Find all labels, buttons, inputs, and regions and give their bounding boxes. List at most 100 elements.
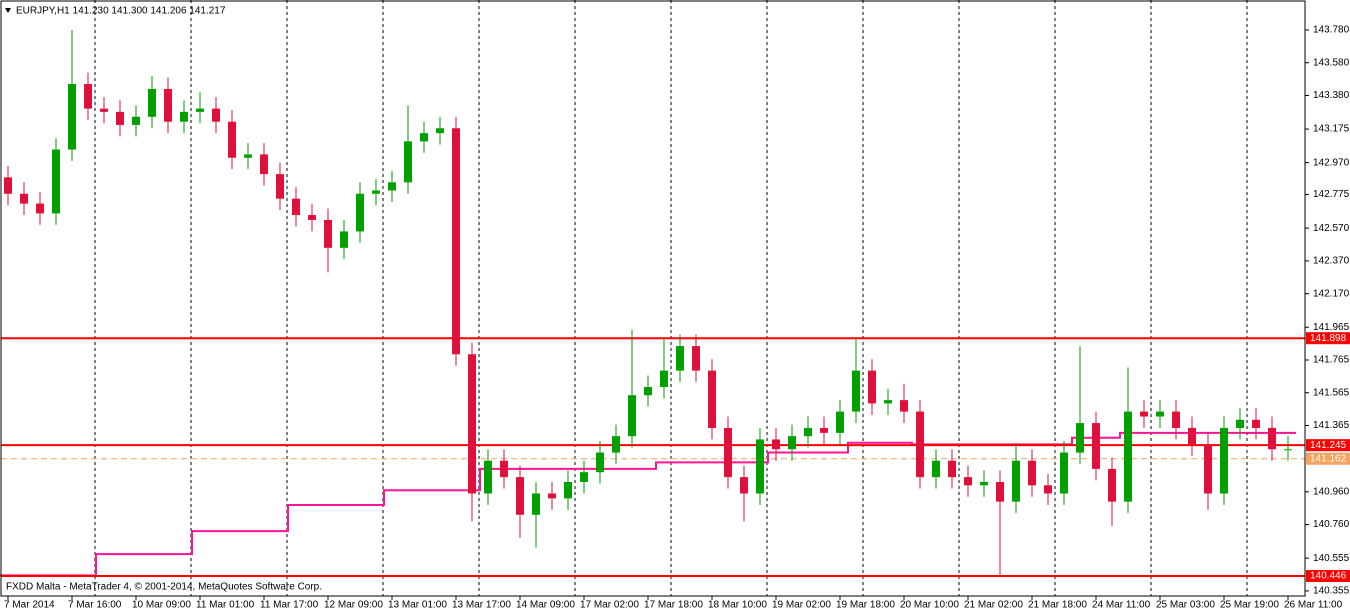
y-tick-label: 142.370 [1313, 256, 1350, 267]
candle-body [1236, 419, 1244, 428]
candle-body [292, 198, 300, 216]
candle-body [596, 452, 604, 473]
candle-body [788, 436, 796, 450]
candle-body [836, 411, 844, 433]
y-tick-label: 143.175 [1313, 124, 1350, 135]
y-tick-label: 141.365 [1313, 420, 1350, 431]
x-tick-label: 7 Mar 2014 [4, 600, 55, 611]
candle-body [724, 427, 732, 478]
candle-body [1124, 411, 1132, 502]
candle-body [980, 482, 988, 486]
candle-body [1044, 485, 1052, 494]
price-level-box [1306, 439, 1350, 452]
x-tick-label: 19 Mar 18:00 [836, 600, 895, 611]
footer: FXDD Malta - MetaTrader 4, © 2001-2014, … [6, 582, 322, 593]
candle-body [212, 108, 220, 122]
y-tick-label: 141.965 [1313, 322, 1350, 333]
candle-body [1284, 449, 1292, 451]
price-level-box [1306, 570, 1350, 583]
candle-body [804, 427, 812, 437]
y-tick-label: 142.170 [1313, 288, 1350, 299]
price-level-label: 140.446 [1310, 571, 1347, 582]
candle-body [1108, 468, 1116, 502]
y-tick-label: 140.555 [1313, 553, 1350, 564]
y-tick-label: 140.760 [1313, 519, 1350, 530]
candle-body [676, 346, 684, 371]
candle-body [868, 370, 876, 404]
plot-frame [0, 0, 1306, 597]
x-tick-label: 21 Mar 18:00 [1028, 600, 1087, 611]
candle-body [884, 400, 892, 404]
price-level-label: 141.245 [1310, 440, 1347, 451]
x-tick-label: 26 Mar 11:00 [1284, 600, 1343, 611]
candle-body [132, 116, 140, 125]
candle-body [244, 154, 252, 158]
y-tick-label: 143.780 [1313, 25, 1350, 36]
candle-body [964, 477, 972, 486]
candle-body [740, 477, 748, 494]
x-tick-label: 14 Mar 09:00 [516, 600, 575, 611]
candle-body [1092, 423, 1100, 469]
x-tick-label: 20 Mar 10:00 [900, 600, 959, 611]
candle-body [548, 493, 556, 499]
y-tick-label: 142.775 [1313, 189, 1350, 200]
candle-body [4, 177, 12, 194]
candle-body [84, 84, 92, 109]
candle-body [1156, 411, 1164, 417]
menu-arrow[interactable] [5, 8, 11, 13]
chart-title: EURJPY,H1 141.230 141.300 141.206 141.21… [16, 6, 226, 17]
candle-body [660, 370, 668, 388]
price-level-label: 141.162 [1310, 453, 1347, 464]
candle-body [100, 108, 108, 112]
price-level-label: 141.898 [1310, 333, 1347, 344]
candle-body [148, 88, 156, 117]
candle-body [484, 460, 492, 494]
y-tick-label: 141.565 [1313, 387, 1350, 398]
x-tick-label: 11 Mar 01:00 [196, 600, 255, 611]
y-tick-label: 142.970 [1313, 157, 1350, 168]
candle-body [340, 231, 348, 248]
candle-body [580, 472, 588, 483]
candle-body [1204, 444, 1212, 494]
y-tick-label: 142.570 [1313, 223, 1350, 234]
x-tick-label: 12 Mar 09:00 [324, 600, 383, 611]
candle-body [52, 149, 60, 214]
candle-body [436, 128, 444, 134]
candle-body [1268, 427, 1276, 450]
candle-body [756, 439, 764, 494]
x-tick-label: 13 Mar 01:00 [388, 600, 447, 611]
candle-body [500, 460, 508, 478]
candle-body [1076, 423, 1084, 453]
x-tick-label: 18 Mar 10:00 [708, 600, 767, 611]
price-level-box [1306, 452, 1350, 465]
candle-body [36, 203, 44, 214]
candle-body [308, 215, 316, 220]
candle-body [612, 436, 620, 453]
x-tick-label: 11 Mar 17:00 [260, 600, 319, 611]
candle-body [708, 370, 716, 428]
candle-body [196, 108, 204, 112]
candle-body [1220, 427, 1228, 494]
candle-body [532, 493, 540, 515]
candle-body [68, 84, 76, 150]
candle-body [516, 477, 524, 515]
candle-body [260, 154, 268, 175]
candle-body [180, 111, 188, 122]
x-tick-label: 17 Mar 02:00 [580, 600, 639, 611]
candle-body [644, 387, 652, 396]
candle-body [628, 395, 636, 437]
y-tick-label: 140.960 [1313, 486, 1350, 497]
candle-body [388, 182, 396, 191]
x-tick-label: 25 Mar 03:00 [1156, 600, 1215, 611]
x-tick-label: 13 Mar 17:00 [452, 600, 511, 611]
candle-body [916, 411, 924, 478]
candle-body [324, 219, 332, 248]
price-level-box [1306, 332, 1350, 345]
candle-body [772, 439, 780, 450]
candle-body [372, 190, 380, 194]
candle-body [932, 460, 940, 478]
x-tick-label: 24 Mar 11:00 [1092, 600, 1151, 611]
x-tick-label: 17 Mar 18:00 [644, 600, 703, 611]
candle-body [1188, 427, 1196, 445]
